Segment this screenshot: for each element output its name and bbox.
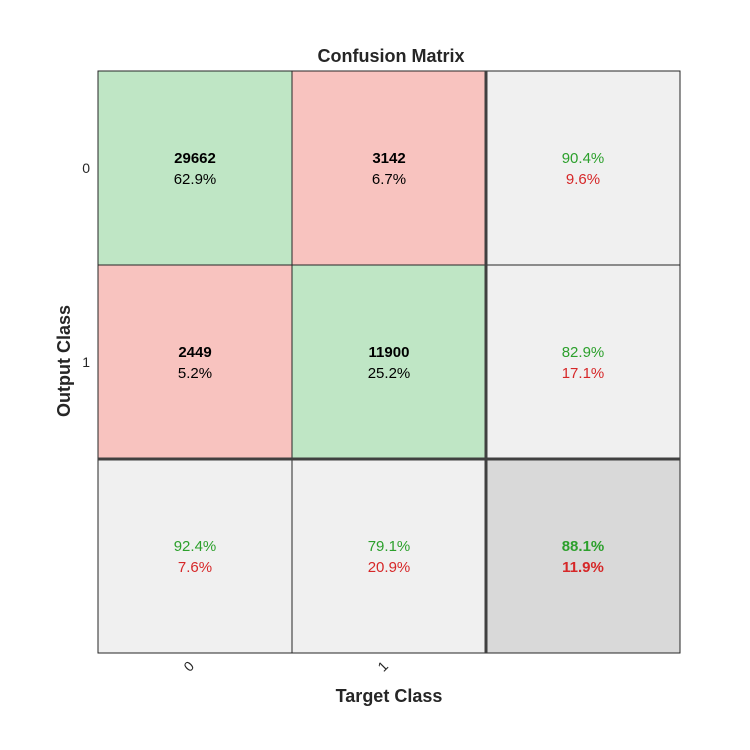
col-summary-correct: 79.1% <box>368 538 411 555</box>
cell-count: 11900 <box>369 344 410 361</box>
matrix-cell-1-1 <box>291 264 487 460</box>
row-summary-incorrect: 9.6% <box>566 171 600 188</box>
x-tick-label: 0 <box>180 658 197 675</box>
y-axis-label: Output Class <box>54 305 74 417</box>
matrix-cell-0-0 <box>97 70 293 266</box>
cell-count: 2449 <box>178 344 211 361</box>
cell-percent: 5.2% <box>178 365 212 382</box>
cell-percent: 62.9% <box>174 171 217 188</box>
row-summary-incorrect: 17.1% <box>562 365 605 382</box>
row-summary-correct: 90.4% <box>562 150 605 167</box>
col-summary-incorrect: 7.6% <box>178 559 212 576</box>
matrix-cell-1-0 <box>97 264 293 460</box>
overall-cell <box>485 458 681 654</box>
cell-count: 3142 <box>372 150 405 167</box>
cell-percent: 25.2% <box>368 365 411 382</box>
overall-incorrect: 11.9% <box>562 559 604 576</box>
row-summary-cell-1 <box>485 264 681 460</box>
matrix-grid: 29662 62.9% 3142 6.7% 2449 5.2% 11900 25.2% 90.4… <box>82 70 681 675</box>
y-tick-label: 0 <box>82 160 90 176</box>
col-summary-cell-0 <box>97 458 293 654</box>
x-axis-label: Target Class <box>336 686 443 706</box>
col-summary-cell-1 <box>291 458 487 654</box>
overall-correct: 88.1% <box>562 538 605 555</box>
chart-title: Confusion Matrix <box>318 46 465 66</box>
matrix-cell-0-1 <box>291 70 487 266</box>
cell-percent: 6.7% <box>372 171 406 188</box>
cell-count: 29662 <box>174 150 216 167</box>
row-summary-cell-0 <box>485 70 681 266</box>
col-summary-incorrect: 20.9% <box>368 559 411 576</box>
y-tick-label: 1 <box>82 354 90 370</box>
col-summary-correct: 92.4% <box>174 538 217 555</box>
row-summary-correct: 82.9% <box>562 344 605 361</box>
x-tick-label: 1 <box>374 658 391 675</box>
